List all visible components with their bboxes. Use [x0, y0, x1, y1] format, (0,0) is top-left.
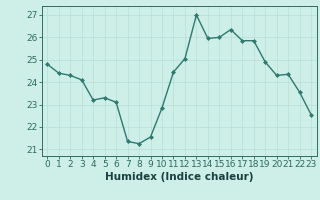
X-axis label: Humidex (Indice chaleur): Humidex (Indice chaleur): [105, 172, 253, 182]
